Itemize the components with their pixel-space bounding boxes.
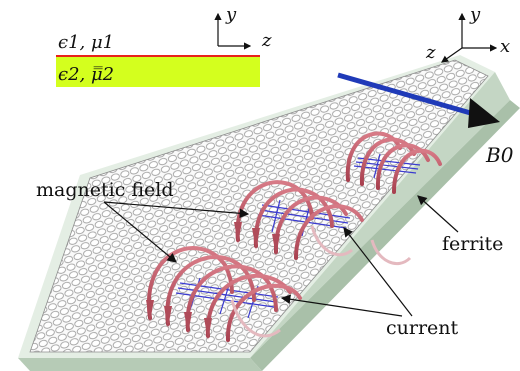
- field-loop: [225, 283, 302, 342]
- main-axes: [441, 12, 498, 63]
- small-z-axis-label: z: [261, 30, 272, 51]
- ferrite-pointer: [417, 195, 459, 233]
- slab-bottom-face: [18, 358, 262, 371]
- main-y-axis-label: y: [469, 4, 481, 25]
- field-loop: [185, 264, 278, 332]
- small-axes: [214, 12, 252, 50]
- field-loop: [392, 148, 442, 194]
- small-y-axis-label: y: [225, 4, 237, 25]
- field-arrowheads: [146, 222, 280, 340]
- current-pointers: [280, 227, 413, 317]
- upper-medium-label: ϵ1, μ1: [58, 32, 114, 53]
- current-label: current: [386, 317, 459, 339]
- bias-field-line: [337, 72, 489, 121]
- lower-medium-region: [56, 57, 260, 87]
- bias-field-arrowhead: [468, 98, 500, 128]
- field-loop-reflections: [230, 225, 412, 338]
- medium-legend: ϵ1, μ1 ϵ2, μ̿2: [56, 32, 260, 87]
- main-x-axis-label: x: [500, 36, 510, 57]
- ferrite-label: ferrite: [442, 233, 503, 255]
- field-loop: [375, 143, 430, 190]
- bias-field-label: B0: [485, 143, 514, 167]
- field-loop: [205, 273, 292, 338]
- field-loop: [165, 255, 256, 326]
- field-loop: [294, 204, 364, 260]
- main-z-axis-label: z: [425, 42, 436, 63]
- magnetic-field-pointers: [103, 201, 250, 263]
- magnetic-field-label: magnetic field: [36, 179, 174, 201]
- lower-medium-label: ϵ2, μ̿2: [58, 64, 114, 85]
